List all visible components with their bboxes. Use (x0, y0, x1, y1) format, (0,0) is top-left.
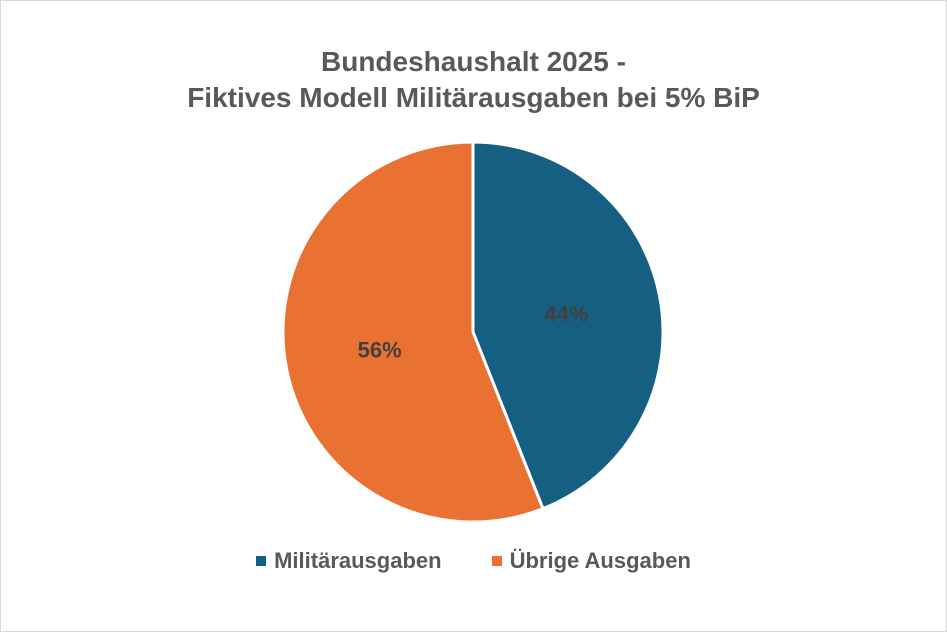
chart-title-line-2: Fiktives Modell Militärausgaben bei 5% B… (187, 82, 760, 113)
data-label-uebrige-ausgaben: 56% (358, 337, 402, 362)
chart-title-line-1: Bundeshaushalt 2025 - (321, 46, 626, 77)
legend-label-militaerausgaben: Militärausgaben (274, 548, 442, 573)
legend-label-uebrige-ausgaben: Übrige Ausgaben (509, 548, 691, 573)
pie-slice-militaerausgaben (471, 140, 665, 511)
legend-swatch-militaerausgaben (256, 556, 267, 566)
data-label-militaerausgaben: 44% (544, 302, 588, 327)
pie-slice-uebrige-ausgaben (281, 140, 545, 524)
legend-item-militaerausgaben: Militärausgaben (256, 548, 442, 574)
legend-item-uebrige-ausgaben: Übrige Ausgaben (491, 548, 691, 574)
legend: Militärausgaben Übrige Ausgaben (0, 548, 947, 574)
legend-swatch-uebrige-ausgaben (491, 556, 502, 566)
